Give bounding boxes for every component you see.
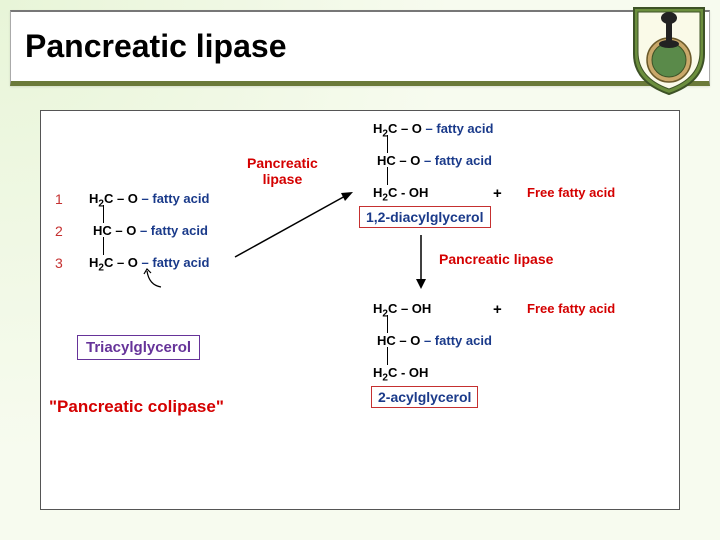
tag-bond2 (103, 237, 104, 255)
free-fatty-acid-2: Free fatty acid (527, 301, 615, 316)
diacylglycerol-label: 1,2-diacylglycerol (359, 209, 491, 225)
plus-2: + (493, 301, 502, 318)
page-title: Pancreatic lipase (25, 28, 286, 65)
tag-line2: HC – O – fatty acid (93, 223, 208, 238)
mag-bond2 (387, 347, 388, 365)
mag-line1: H2C – OH (373, 301, 431, 320)
tag-bond1 (103, 205, 104, 223)
acylglycerol-label: 2-acylglycerol (371, 389, 478, 405)
dag-line2: HC – O – fatty acid (377, 153, 492, 168)
mag-bond1 (387, 315, 388, 333)
reaction-arrow-1-icon (229, 187, 359, 267)
dag-line1: H2C – O – fatty acid (373, 121, 493, 140)
header-bar: Pancreatic lipase (10, 10, 710, 86)
reaction-arrow-2-icon (411, 233, 431, 293)
tag-line1: H2C – O – fatty acid (89, 191, 209, 210)
free-fatty-acid-1: Free fatty acid (527, 185, 615, 200)
dag-bond1 (387, 135, 388, 153)
enzyme-label-2: Pancreatic lipase (439, 251, 553, 267)
enzyme-label-1: Pancreaticlipase (247, 155, 318, 187)
position-number-3: 3 (55, 255, 63, 271)
reaction-diagram: 1 2 3 H2C – O – fatty acid HC – O – fatt… (40, 110, 680, 510)
dag-line3: H2C - OH (373, 185, 428, 204)
university-logo (630, 4, 708, 96)
cleavage-arrow-icon (141, 267, 171, 291)
plus-1: + (493, 185, 502, 202)
mag-line3: H2C - OH (373, 365, 428, 384)
triacylglycerol-label: Triacylglycerol (77, 339, 200, 356)
dag-bond2 (387, 167, 388, 185)
colipase-label: "Pancreatic colipase" (49, 397, 224, 417)
mag-line2: HC – O – fatty acid (377, 333, 492, 348)
position-number-2: 2 (55, 223, 63, 239)
position-number-1: 1 (55, 191, 63, 207)
